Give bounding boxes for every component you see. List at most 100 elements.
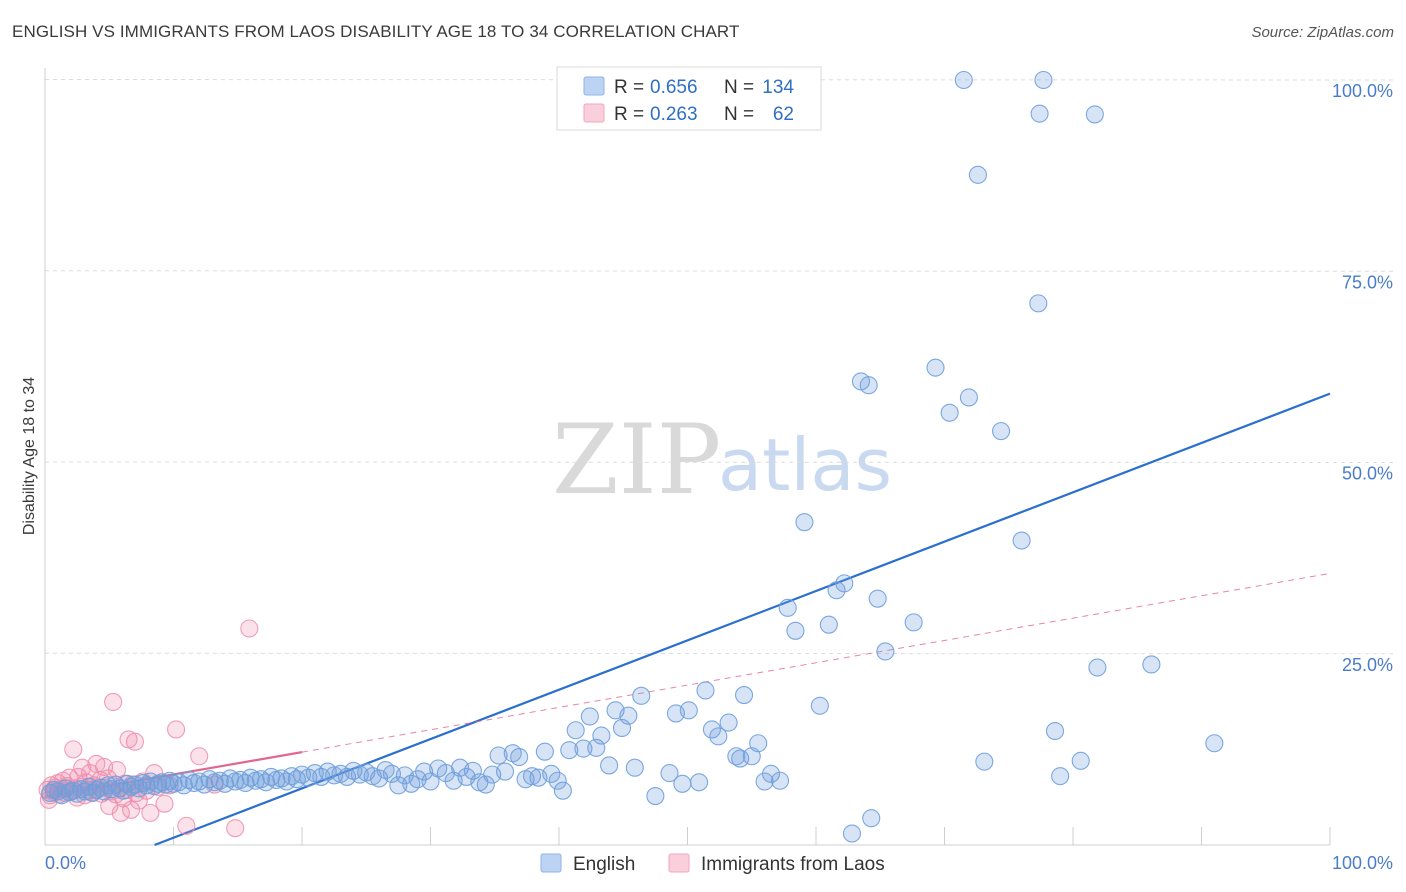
y-axis-label: Disability Age 18 to 34 — [21, 377, 38, 535]
point-english-88 — [495, 762, 515, 781]
point-english-153 — [954, 70, 973, 90]
point-laos-60 — [240, 619, 259, 638]
point-english-100 — [574, 739, 593, 758]
trend-line-english — [154, 392, 1331, 847]
point-laos-53 — [155, 794, 174, 813]
point-english-117 — [702, 720, 721, 739]
point-english-130 — [795, 513, 814, 532]
point-english-110 — [646, 786, 665, 806]
point-english-83 — [463, 761, 482, 780]
point-english-104 — [600, 756, 619, 775]
legend-n-value-english: 134 — [762, 77, 794, 98]
point-laos-57 — [190, 747, 209, 766]
point-laos-13 — [64, 740, 83, 759]
point-english-124 — [749, 734, 768, 753]
series-laos-points — [38, 619, 259, 838]
tick-labels: 25.0% 50.0% 75.0% 100.0% 0.0% 100.0% — [45, 81, 1393, 873]
point-english-137 — [868, 589, 887, 608]
legend-r-label-english: R = — [614, 77, 644, 98]
point-english-140 — [926, 358, 945, 377]
chart-title: ENGLISH VS IMMIGRANTS FROM LAOS DISABILI… — [12, 22, 740, 41]
gridline-y-0 — [44, 652, 1394, 655]
point-english-97 — [553, 781, 572, 800]
point-laos-43 — [122, 800, 141, 819]
point-laos-59 — [226, 819, 245, 838]
point-english-111 — [660, 764, 679, 783]
watermark-zip: ZIP — [552, 404, 721, 516]
point-english-85 — [476, 775, 495, 794]
chart-source: Source: ZipAtlas.com — [1251, 24, 1394, 41]
legend-r-value-laos: 0.263 — [650, 104, 698, 125]
point-english-155 — [1030, 104, 1049, 123]
bottom-legend-swatch-english — [540, 853, 562, 873]
point-english-139 — [904, 613, 923, 632]
legend-swatch-english — [583, 76, 605, 96]
legend-n-label-laos: N = — [724, 104, 754, 125]
point-laos-50 — [141, 803, 160, 822]
point-english-142 — [959, 388, 978, 407]
point-english-127 — [770, 771, 790, 790]
point-english-129 — [786, 621, 805, 640]
point-english-114 — [679, 701, 698, 720]
gridline-y-1 — [44, 461, 1394, 463]
point-english-158 — [842, 824, 862, 843]
point-english-122 — [734, 686, 754, 705]
legend-r-label-laos: R = — [614, 104, 644, 125]
point-english-149 — [1071, 751, 1090, 770]
point-english-157 — [975, 752, 994, 771]
point-english-96 — [548, 771, 567, 790]
series-english-points — [41, 70, 1224, 843]
y-tick-label-1: 50.0% — [1342, 464, 1393, 484]
y-tick-label-0: 25.0% — [1342, 655, 1393, 675]
point-english-118 — [709, 727, 728, 746]
point-english-154 — [1034, 70, 1053, 90]
point-english-128 — [778, 598, 797, 617]
axes — [44, 68, 1331, 846]
point-english-156 — [1085, 105, 1104, 124]
point-english-90 — [510, 747, 529, 767]
point-english-109 — [632, 686, 651, 705]
point-laos-38 — [111, 803, 130, 822]
point-english-92 — [522, 767, 542, 786]
point-english-76 — [415, 762, 434, 781]
point-english-147 — [1045, 721, 1065, 741]
legend-n-label-english: N = — [724, 77, 754, 98]
legend: R = 0.656 N = 134 R = 0.263 N = 62 — [556, 66, 822, 131]
point-english-159 — [862, 809, 881, 828]
point-english-136 — [859, 376, 878, 395]
grid — [44, 79, 1394, 655]
x-tick-label-1: 100.0% — [1332, 853, 1393, 873]
point-english-74 — [402, 774, 421, 793]
y-tick-label-3: 100.0% — [1332, 81, 1393, 101]
point-english-98 — [560, 741, 579, 760]
bottom-legend-label-english: English — [573, 854, 635, 875]
bottom-legend: English Immigrants from Laos — [540, 853, 885, 875]
point-english-119 — [719, 713, 738, 732]
gridline-y-2 — [44, 270, 1394, 272]
point-english-143 — [968, 165, 987, 184]
point-english-144 — [991, 422, 1011, 441]
point-english-87 — [489, 746, 508, 765]
point-english-131 — [810, 696, 829, 715]
point-english-107 — [619, 706, 638, 725]
bottom-legend-swatch-laos — [668, 853, 690, 873]
point-english-79 — [436, 764, 455, 783]
x-tick-label-0: 0.0% — [45, 853, 86, 873]
point-english-95 — [542, 764, 561, 783]
point-english-145 — [1012, 531, 1031, 550]
trend-line-laos-dashed — [301, 572, 1331, 753]
point-english-132 — [819, 615, 838, 634]
point-laos-36 — [107, 760, 127, 780]
point-english-99 — [566, 721, 585, 740]
point-english-101 — [580, 707, 599, 726]
watermark: ZIP atlas — [552, 404, 892, 516]
legend-swatch-laos — [583, 103, 605, 123]
point-english-138 — [876, 642, 895, 661]
point-english-58 — [299, 768, 318, 787]
legend-r-value-english: 0.656 — [650, 77, 698, 98]
point-english-121 — [731, 749, 750, 768]
point-english-108 — [625, 758, 644, 777]
point-english-152 — [1205, 734, 1224, 753]
y-tick-label-2: 75.0% — [1342, 272, 1393, 292]
